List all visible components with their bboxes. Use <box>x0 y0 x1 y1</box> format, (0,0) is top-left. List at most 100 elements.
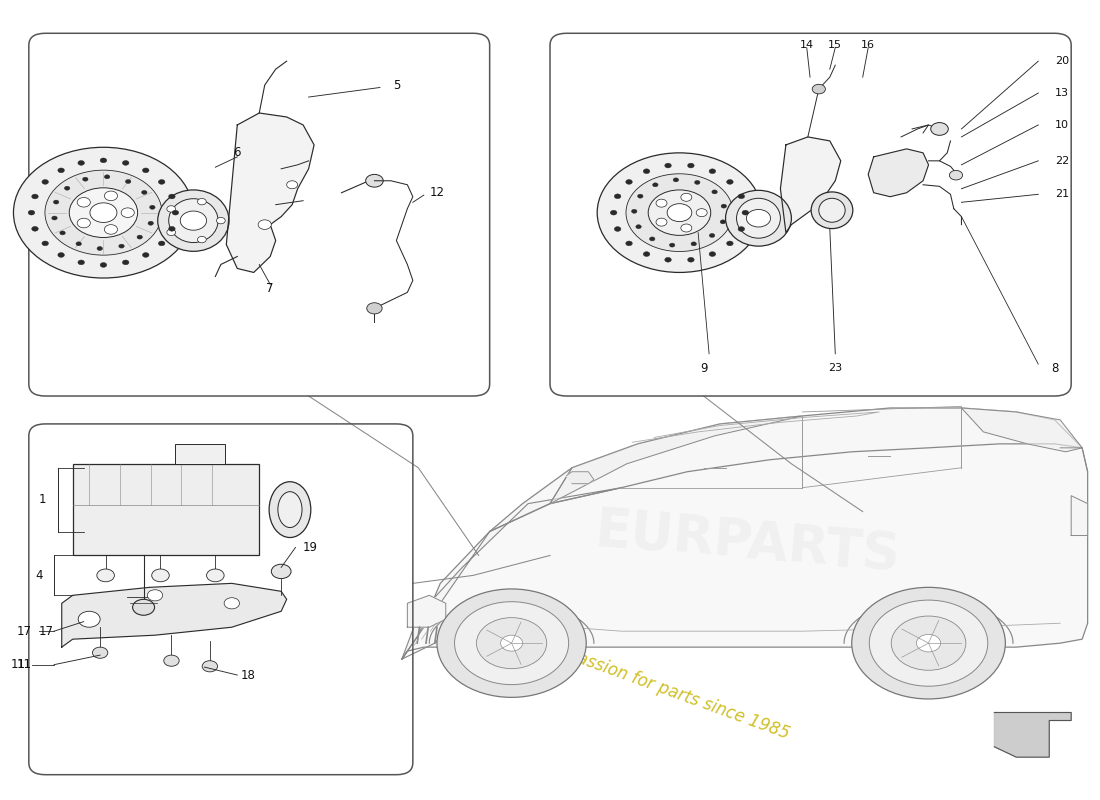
Polygon shape <box>227 113 315 273</box>
Polygon shape <box>868 149 928 197</box>
Text: 15: 15 <box>828 40 843 50</box>
Circle shape <box>738 194 745 198</box>
Circle shape <box>52 216 57 220</box>
Circle shape <box>198 236 207 242</box>
Circle shape <box>29 210 35 215</box>
Circle shape <box>168 226 175 231</box>
Circle shape <box>69 188 138 238</box>
Text: 16: 16 <box>861 40 876 50</box>
Circle shape <box>500 635 522 651</box>
Circle shape <box>696 209 707 217</box>
Polygon shape <box>566 472 594 484</box>
Circle shape <box>656 199 667 207</box>
Circle shape <box>626 179 632 184</box>
Circle shape <box>32 226 39 231</box>
Circle shape <box>694 181 700 185</box>
Circle shape <box>207 569 224 582</box>
Ellipse shape <box>278 492 303 527</box>
Circle shape <box>614 194 620 198</box>
Circle shape <box>454 602 569 685</box>
Circle shape <box>125 179 131 183</box>
Text: 11: 11 <box>18 658 32 671</box>
Text: EURPARTS: EURPARTS <box>593 504 902 582</box>
Polygon shape <box>490 408 1082 531</box>
FancyBboxPatch shape <box>73 464 260 555</box>
Text: a passion for parts since 1985: a passion for parts since 1985 <box>550 640 792 742</box>
Circle shape <box>104 175 110 178</box>
Ellipse shape <box>270 482 311 538</box>
Circle shape <box>626 174 733 251</box>
Circle shape <box>78 161 85 166</box>
Ellipse shape <box>811 192 852 229</box>
FancyBboxPatch shape <box>175 444 224 464</box>
Text: 11: 11 <box>11 658 25 671</box>
Circle shape <box>198 198 207 205</box>
Circle shape <box>931 122 948 135</box>
Circle shape <box>652 183 658 187</box>
Text: 23: 23 <box>828 363 843 373</box>
Circle shape <box>272 564 292 578</box>
Text: 18: 18 <box>241 669 255 682</box>
Circle shape <box>77 218 90 228</box>
Polygon shape <box>1071 496 1088 535</box>
Circle shape <box>202 661 218 672</box>
Circle shape <box>32 194 39 199</box>
Text: 4: 4 <box>35 569 43 582</box>
Polygon shape <box>550 416 802 504</box>
Text: 17: 17 <box>39 625 54 638</box>
Circle shape <box>122 260 129 265</box>
Polygon shape <box>402 444 1088 659</box>
Circle shape <box>614 226 620 231</box>
Polygon shape <box>407 595 446 627</box>
Circle shape <box>58 253 65 258</box>
Text: 9: 9 <box>700 362 707 374</box>
Circle shape <box>710 169 716 174</box>
Circle shape <box>258 220 272 230</box>
Circle shape <box>158 179 165 184</box>
Circle shape <box>688 258 694 262</box>
Circle shape <box>152 569 169 582</box>
Circle shape <box>664 258 671 262</box>
Circle shape <box>287 181 298 189</box>
Circle shape <box>167 229 176 235</box>
Circle shape <box>168 194 175 199</box>
Polygon shape <box>780 137 840 233</box>
Circle shape <box>437 589 586 698</box>
Circle shape <box>365 174 383 187</box>
Circle shape <box>656 218 667 226</box>
Circle shape <box>638 194 644 198</box>
Circle shape <box>77 198 90 207</box>
Circle shape <box>476 618 547 669</box>
Circle shape <box>97 569 114 582</box>
Text: 17: 17 <box>18 625 32 638</box>
Text: 20: 20 <box>1055 56 1069 66</box>
Circle shape <box>649 237 654 241</box>
Circle shape <box>76 242 81 246</box>
Text: 10: 10 <box>1055 120 1069 130</box>
Circle shape <box>150 206 155 210</box>
Circle shape <box>673 178 679 182</box>
Circle shape <box>722 204 727 208</box>
Circle shape <box>148 222 154 226</box>
Circle shape <box>636 225 641 229</box>
Circle shape <box>58 168 65 173</box>
Circle shape <box>42 179 48 184</box>
Circle shape <box>949 170 962 180</box>
Circle shape <box>142 253 148 258</box>
Text: 14: 14 <box>800 40 814 50</box>
Circle shape <box>720 220 726 224</box>
Circle shape <box>138 235 143 239</box>
Circle shape <box>366 302 382 314</box>
Text: 12: 12 <box>429 186 444 199</box>
Circle shape <box>224 598 240 609</box>
Text: 19: 19 <box>304 541 318 554</box>
Text: 13: 13 <box>1055 88 1069 98</box>
Circle shape <box>13 147 194 278</box>
Circle shape <box>644 169 650 174</box>
Circle shape <box>180 211 207 230</box>
Ellipse shape <box>168 198 218 242</box>
Circle shape <box>691 242 696 246</box>
Circle shape <box>681 194 692 202</box>
Circle shape <box>648 190 711 235</box>
Ellipse shape <box>726 190 791 246</box>
